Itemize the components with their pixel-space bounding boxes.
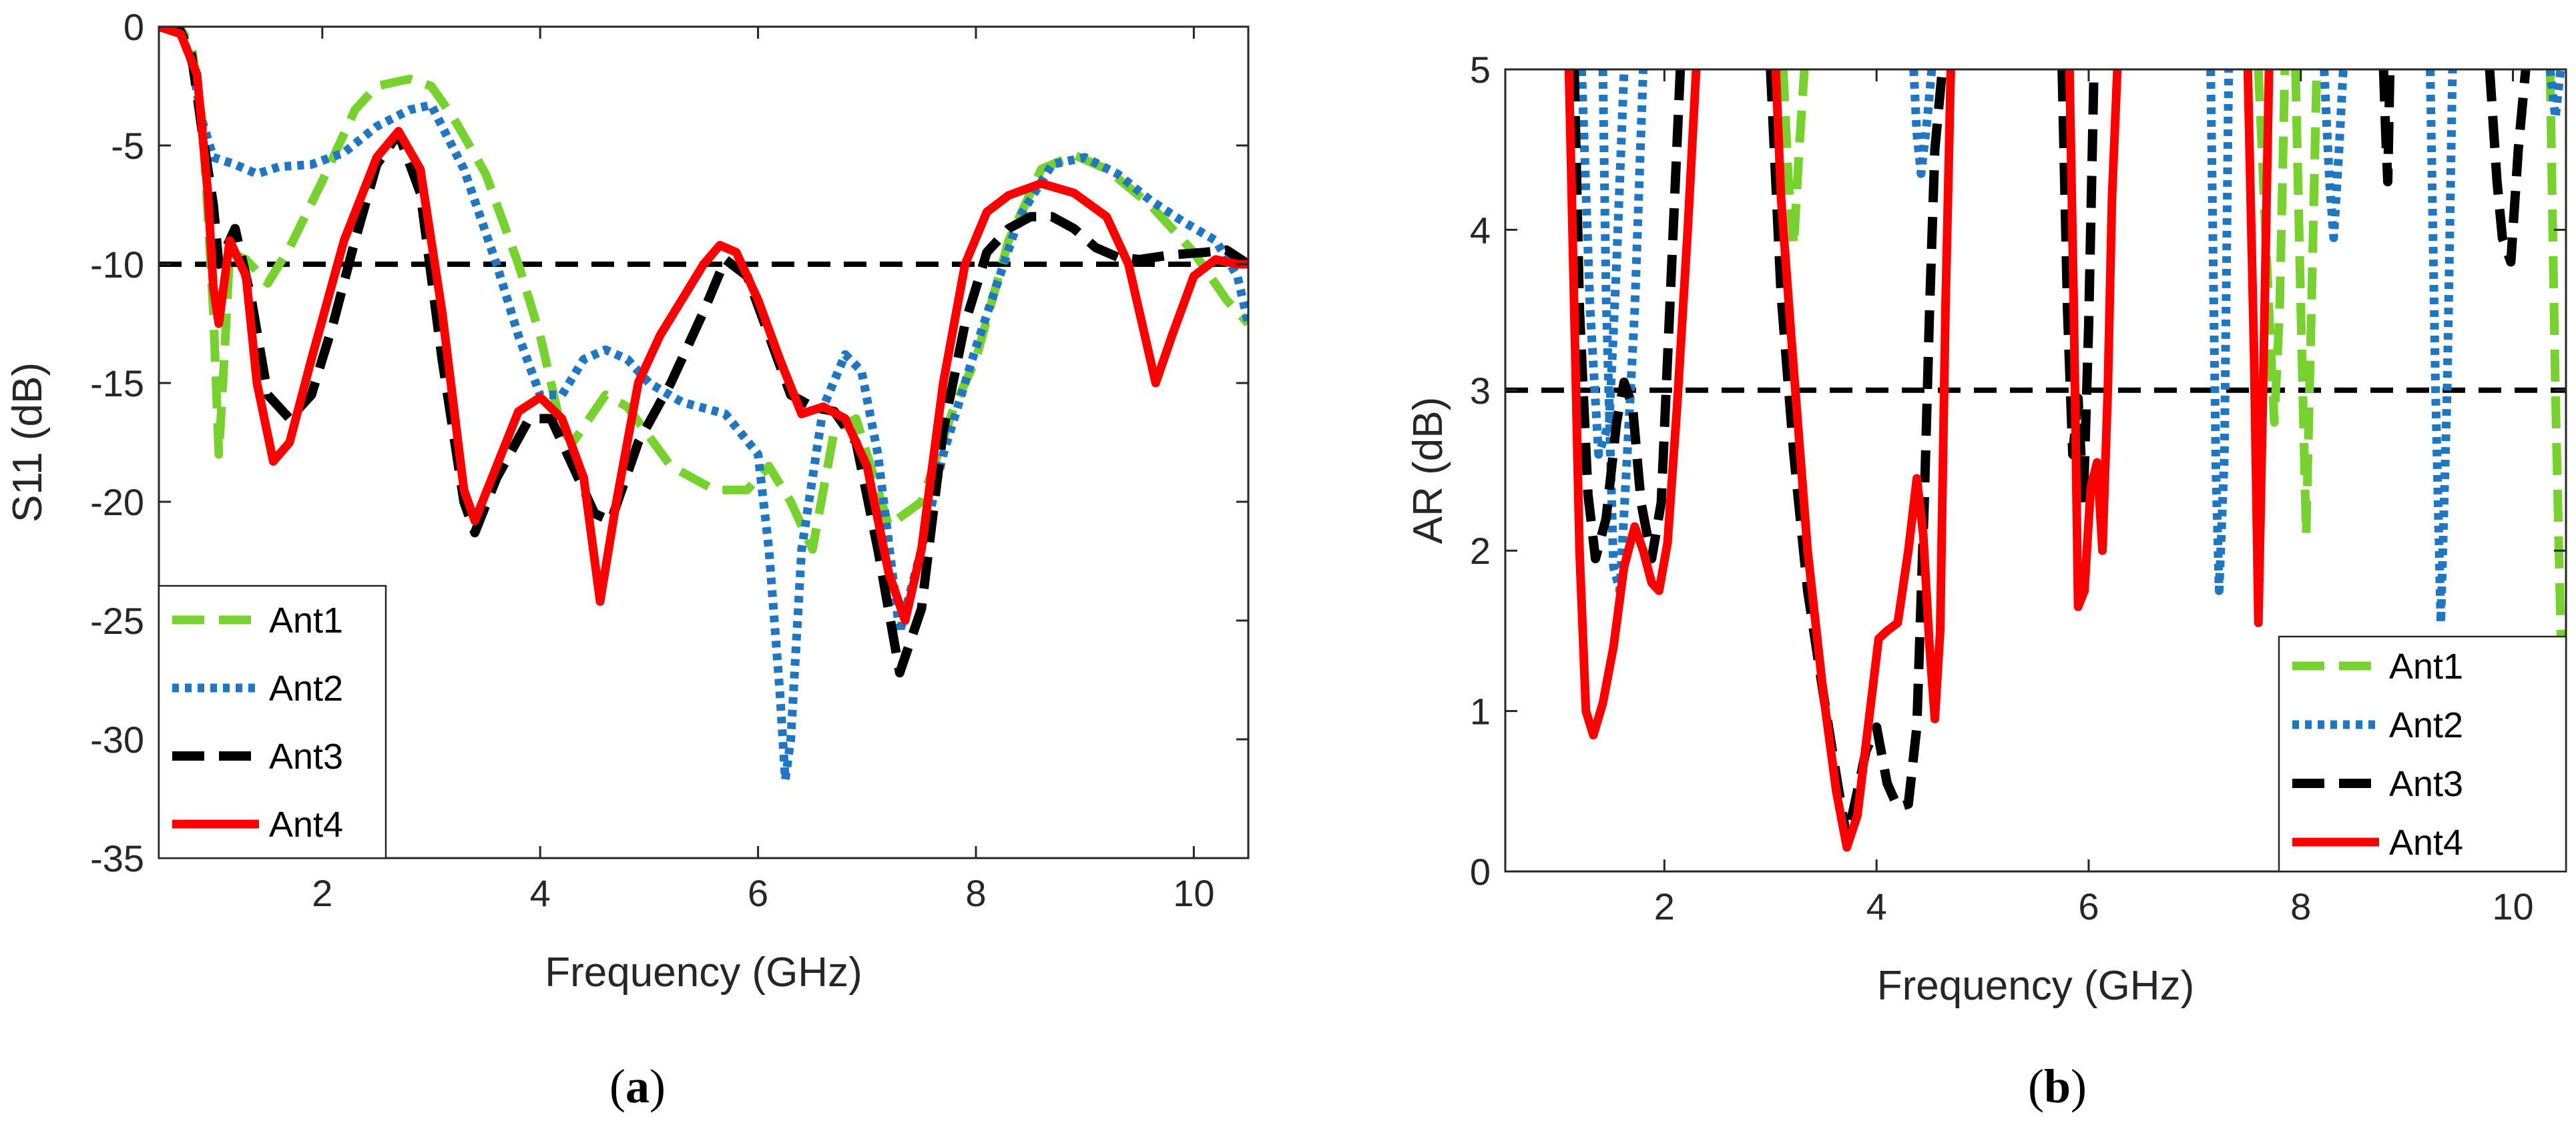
a-y-tick-label: -5 xyxy=(111,125,144,167)
b-series-ant4-segment-2 xyxy=(2065,69,2122,611)
b-y-tick-label: 0 xyxy=(1470,851,1491,893)
b-series-ant1-segment-3 xyxy=(2545,69,2566,719)
a-y-tick-label: -15 xyxy=(90,362,144,404)
a-legend-box xyxy=(158,585,387,859)
b-x-axis-title: Frequency (GHz) xyxy=(1877,963,2194,1009)
a-panel-caption: (a) xyxy=(609,1060,666,1113)
b-series-ant2-segment-3 xyxy=(2206,69,2234,595)
a-y-axis-title: S11 (dB) xyxy=(5,362,51,522)
a-y-tick-label: -25 xyxy=(90,600,144,642)
b-legend-label-ant2: Ant2 xyxy=(2389,705,2463,745)
b-x-tick-label: 6 xyxy=(2078,885,2099,927)
b-series-ant1-segment-2 xyxy=(2291,69,2322,539)
b-y-axis-title: AR (dB) xyxy=(1405,397,1451,544)
b-series-ant3-segment-4 xyxy=(2485,69,2531,267)
a-legend-label-ant1: Ant1 xyxy=(269,601,343,641)
a-caption-letter: a xyxy=(625,1060,650,1113)
b-legend: Ant1 Ant2 Ant3 Ant4 xyxy=(2278,635,2567,873)
b-series-ant4-segment-1 xyxy=(1771,69,1955,852)
b-series-ant1-segment-0 xyxy=(1778,69,1809,250)
a-x-axis-title: Frequency (GHz) xyxy=(545,950,862,996)
b-y-tick-label: 3 xyxy=(1470,370,1491,412)
b-y-tick-label: 4 xyxy=(1470,209,1491,251)
a-legend-label-ant3: Ant3 xyxy=(269,737,343,777)
a-plot-frame xyxy=(158,25,1250,859)
a-series-ant3-line xyxy=(159,27,1248,678)
b-panel-caption: (b) xyxy=(2028,1060,2087,1113)
b-legend-box xyxy=(2278,635,2567,873)
b-x-tick-label: 8 xyxy=(2290,885,2311,927)
panel-a-s11-chart: 2 4 6 8 10 0 -5 -10 -15 -20 -25 -30 -35 Frequency (G… xyxy=(5,6,1250,1113)
b-series-ant4-segment-3 xyxy=(2243,69,2274,627)
a-y-tick-label: -20 xyxy=(90,481,144,523)
a-legend-label-ant2: Ant2 xyxy=(269,669,343,709)
b-plot-frame xyxy=(1504,68,2567,873)
b-y-tick-label: 5 xyxy=(1470,49,1491,91)
a-x-tick-label: 4 xyxy=(530,872,551,914)
b-series-ant3-segment-3 xyxy=(2378,69,2395,187)
b-legend-label-ant1: Ant1 xyxy=(2389,647,2463,687)
b-legend-label-ant3: Ant3 xyxy=(2389,764,2463,804)
a-legend: Ant1 Ant2 Ant3 Ant4 xyxy=(158,585,387,859)
a-x-tick-label: 8 xyxy=(965,872,986,914)
b-series-ant3-segment-0 xyxy=(1569,69,1686,564)
b-series-ant2-segment-5 xyxy=(2426,69,2457,627)
b-series-ant2-segment-4 xyxy=(2320,69,2348,242)
a-x-tick-label: 10 xyxy=(1173,872,1214,914)
b-y-tick-label: 2 xyxy=(1470,530,1491,572)
b-series-ant2-segment-0 xyxy=(1577,69,1629,459)
a-series-ant4-line xyxy=(159,27,1248,625)
b-series-ant4-segment-0 xyxy=(1564,69,1701,740)
b-series-group xyxy=(1505,69,2566,852)
a-y-tick-label: -10 xyxy=(90,244,144,286)
a-series-group xyxy=(159,27,1248,784)
a-y-tick-label: -30 xyxy=(90,719,144,761)
b-caption-letter: b xyxy=(2044,1060,2071,1113)
b-x-tick-label: 4 xyxy=(1866,885,1887,927)
b-series-ant3-segment-1 xyxy=(1766,69,1947,844)
b-series-ant2-segment-2 xyxy=(1909,69,1937,178)
a-series-ant1-line xyxy=(159,27,1248,554)
panel-b-ar-chart: 2 4 6 8 10 0 1 2 3 4 5 Frequency (GHz) AR (dB) Ant… xyxy=(1405,49,2567,1113)
b-series-ant2-segment-6 xyxy=(2545,69,2565,122)
a-y-tick-label: 0 xyxy=(123,6,144,48)
a-y-tick-label: -35 xyxy=(90,837,144,879)
b-x-tick-label: 2 xyxy=(1654,885,1675,927)
b-legend-label-ant4: Ant4 xyxy=(2389,823,2463,863)
a-legend-label-ant4: Ant4 xyxy=(269,805,343,845)
a-x-tick-label: 6 xyxy=(748,872,768,914)
b-y-tick-label: 1 xyxy=(1470,691,1491,733)
a-series-ant2-line xyxy=(159,27,1248,784)
a-x-tick-label: 2 xyxy=(312,872,332,914)
b-x-tick-label: 10 xyxy=(2492,885,2533,927)
